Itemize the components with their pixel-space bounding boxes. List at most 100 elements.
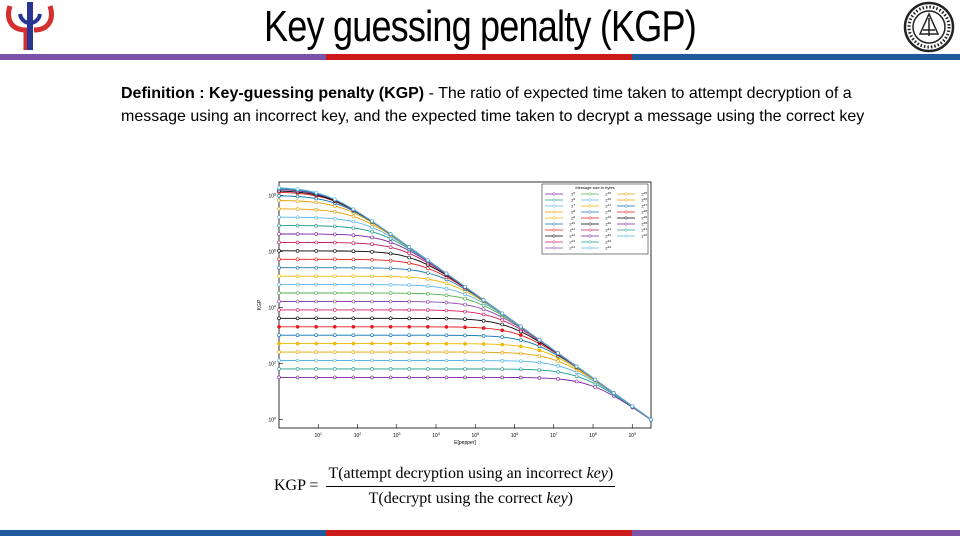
series-point	[370, 225, 374, 230]
series-point	[407, 325, 411, 329]
series-point	[481, 319, 486, 323]
series-point	[388, 350, 393, 354]
series-point	[481, 312, 486, 317]
series-point	[333, 224, 337, 229]
legend-label: 213	[569, 239, 575, 245]
series-point	[370, 242, 374, 246]
series-point	[463, 375, 467, 380]
series-point	[370, 291, 374, 295]
series-point	[351, 274, 356, 278]
series-point	[426, 277, 430, 281]
bottom-bar-blue	[0, 530, 326, 536]
legend-label: 27	[571, 203, 575, 209]
series-point	[277, 308, 281, 312]
series-point	[277, 198, 281, 203]
series-point	[481, 334, 486, 338]
series-point	[556, 377, 560, 381]
series-point	[295, 240, 300, 245]
series-point	[426, 341, 430, 346]
kgp-chart-svg: 101 102 103 104 105 106 107 108 109 100 102 104 106 1…	[257, 181, 653, 446]
x-tick-label: 109	[629, 432, 637, 439]
x-tick-label: 105	[472, 432, 480, 439]
legend-label: 220	[605, 221, 611, 227]
legend-label: 217	[605, 203, 611, 209]
series-point	[277, 193, 281, 198]
series-point	[426, 292, 430, 296]
top-bar-purple	[0, 54, 326, 60]
series-point	[314, 350, 319, 354]
series-point	[295, 207, 300, 211]
series-point	[314, 367, 319, 371]
series-point	[444, 308, 449, 313]
series-point	[518, 344, 523, 349]
series-point	[277, 350, 281, 354]
legend-label: 228	[641, 209, 647, 215]
series-point	[481, 358, 486, 363]
series-point	[333, 325, 337, 329]
series-point	[295, 194, 300, 199]
series-point	[277, 265, 281, 270]
definition-body: - The ratio of expected time taken to at…	[121, 85, 865, 125]
legend-label: 222	[605, 233, 611, 239]
series-point	[351, 207, 356, 212]
series-point	[351, 350, 356, 354]
formula-numerator: T(attempt decryption using an incorrect …	[326, 465, 616, 487]
series-point	[518, 351, 523, 356]
series-point	[295, 375, 300, 380]
series-point	[351, 316, 356, 321]
series-point	[388, 232, 393, 236]
series-point	[518, 359, 523, 363]
series-point	[333, 232, 337, 237]
series-point	[314, 190, 319, 195]
series-point	[518, 324, 523, 329]
series-point	[351, 249, 356, 253]
series-point	[388, 333, 393, 337]
series-point	[370, 316, 374, 321]
series-point	[463, 333, 467, 338]
x-tick-label: 107	[550, 432, 558, 439]
legend-label: 231	[641, 227, 647, 233]
series-point	[463, 358, 467, 363]
institute-seal-icon	[903, 1, 955, 53]
series-point	[333, 299, 337, 304]
series-point	[314, 308, 319, 312]
series-point	[351, 308, 356, 312]
series-point	[295, 341, 300, 346]
series-point	[407, 275, 411, 279]
legend-label: 25	[571, 191, 575, 197]
x-tick-label: 103	[393, 432, 401, 439]
series-point	[426, 266, 430, 270]
series-point	[333, 291, 337, 295]
series-point	[426, 333, 430, 337]
formula-fraction: T(attempt decryption using an incorrect …	[326, 465, 616, 508]
bottom-bar-red	[326, 530, 632, 536]
series-point	[333, 375, 337, 380]
series-point	[388, 240, 393, 244]
series-point	[370, 266, 374, 270]
series-point	[463, 292, 467, 296]
series-point	[370, 375, 374, 380]
series-point	[481, 375, 486, 380]
series-point	[351, 233, 356, 238]
series-point	[444, 375, 449, 380]
series-2-32	[277, 185, 653, 422]
series-point	[370, 229, 374, 234]
series-point	[370, 367, 374, 371]
series-point	[295, 215, 300, 220]
x-tick-label: 101	[314, 432, 322, 439]
series-point	[388, 375, 393, 380]
series-point	[351, 325, 356, 329]
definition-text: Definition : Key-guessing penalty (KGP) …	[121, 82, 881, 128]
series-point	[537, 360, 542, 365]
series-point	[500, 311, 504, 316]
series-point	[407, 283, 411, 287]
series-point	[333, 308, 337, 312]
series-point	[407, 341, 411, 346]
series-point	[611, 391, 616, 395]
series-point	[314, 207, 319, 212]
series-point	[333, 240, 337, 245]
series-point	[277, 240, 281, 245]
series-point	[277, 223, 281, 228]
series-point	[407, 267, 411, 272]
legend-label: 211	[570, 227, 576, 233]
